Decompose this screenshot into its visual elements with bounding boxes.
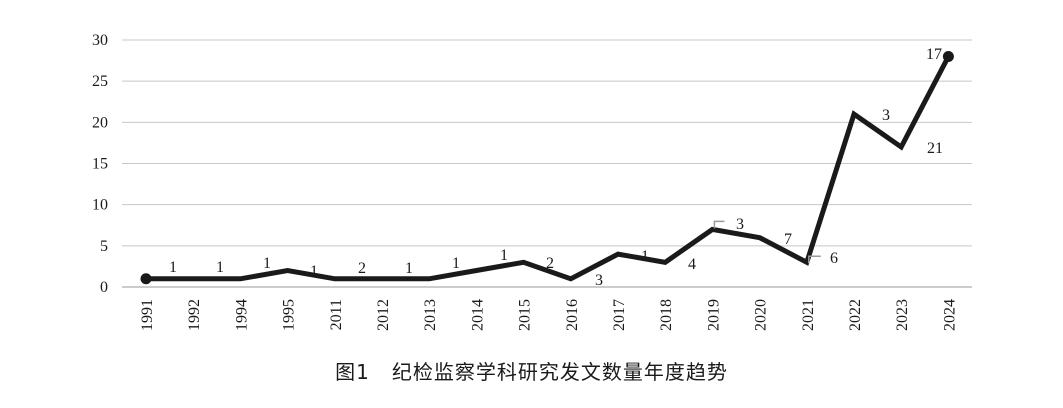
x-tick-label: 1995 [281, 299, 298, 331]
data-label: 2 [546, 255, 554, 272]
data-label: 4 [688, 256, 696, 273]
y-tick-label: 20 [92, 114, 108, 131]
x-tick-label: 2017 [611, 299, 628, 331]
figure-title: 纪检监察学科研究发文数量年度趋势 [391, 360, 728, 384]
y-tick-label: 5 [100, 238, 108, 255]
x-tick-label: 2016 [564, 299, 581, 331]
data-label: 7 [784, 231, 792, 248]
figure-caption: 图1 纪检监察学科研究发文数量年度趋势 [0, 356, 1063, 385]
endpoint-marker [942, 50, 954, 62]
series-polyline [143, 54, 951, 282]
data-label: 1 [263, 255, 271, 272]
x-tick-label: 2021 [800, 299, 817, 331]
data-label: 21 [927, 140, 943, 157]
data-label: 6 [830, 250, 838, 267]
gridlines [122, 39, 972, 288]
figure-number: 图1 [335, 360, 370, 384]
data-label: 1 [310, 263, 318, 280]
x-tick-label: 2014 [469, 299, 486, 331]
x-tick-label: 1991 [139, 299, 156, 331]
x-tick-label: 2018 [658, 299, 675, 331]
x-tick-label: 2024 [941, 299, 958, 331]
x-tick-label: 1994 [233, 299, 250, 331]
x-tick-label: 2011 [328, 299, 345, 330]
endpoint-marker [140, 273, 152, 285]
y-tick-label: 30 [92, 32, 108, 49]
x-tick-label: 2019 [705, 299, 722, 331]
data-label: 17 [926, 46, 942, 63]
y-tick-label: 0 [100, 279, 108, 296]
data-label: 2 [358, 260, 366, 277]
y-tick-label: 25 [92, 73, 108, 90]
x-tick-label: 2015 [517, 299, 534, 331]
data-label: 3 [882, 107, 890, 124]
data-label: 1 [452, 255, 460, 272]
x-tick-label: 2012 [375, 299, 392, 331]
y-tick-label: 15 [92, 156, 108, 173]
label-leader [713, 220, 725, 229]
x-tick-label: 2023 [894, 299, 911, 331]
data-label: 1 [641, 248, 649, 265]
data-label: 1 [169, 259, 177, 276]
data-label: 3 [595, 272, 603, 289]
x-tick-label: 2022 [847, 299, 864, 331]
x-axis-ticks: 1991 1992 1994 1995 2011 2012 2013 2014 2015 2016… [139, 299, 958, 331]
data-label: 1 [405, 260, 413, 277]
x-tick-label: 2013 [422, 299, 439, 331]
data-label: 1 [216, 259, 224, 276]
x-tick-label: 2020 [753, 299, 770, 331]
y-axis-ticks: 0 5 10 15 20 25 30 [92, 32, 108, 296]
data-label: 1 [500, 247, 508, 264]
series-line [140, 50, 954, 285]
x-tick-label: 1992 [186, 299, 203, 331]
label-leader [808, 255, 821, 264]
y-tick-label: 10 [92, 197, 108, 214]
data-label: 3 [736, 216, 744, 233]
